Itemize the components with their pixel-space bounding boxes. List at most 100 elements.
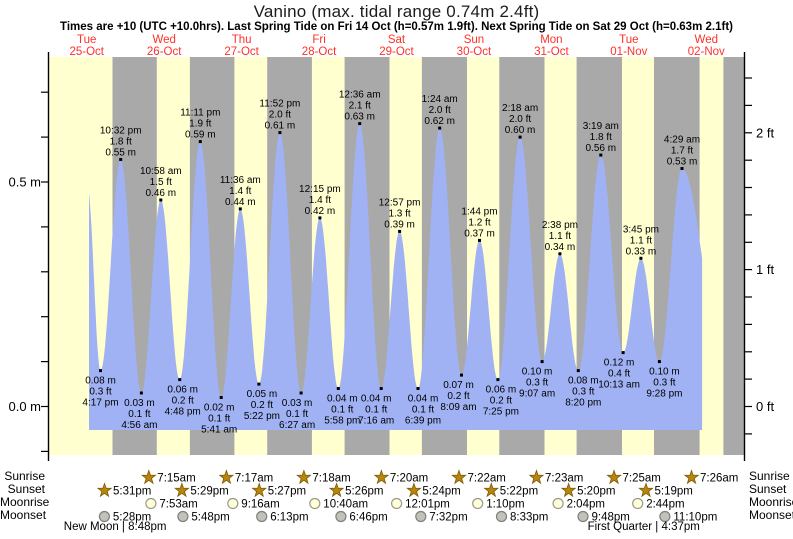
tide-annotation-line: 0.62 m <box>424 116 455 127</box>
tide-point <box>299 391 303 395</box>
moonrise-marker: 2:04pm <box>552 497 605 511</box>
tide-annotation-line: 1.8 ft <box>590 132 612 143</box>
sunrise-time: 7:22am <box>468 473 506 485</box>
tide-annotation-line: 0.37 m <box>464 228 495 239</box>
sunrise-time: 7:25am <box>623 473 661 485</box>
sunrise-marker: 7:18am <box>296 469 351 485</box>
moonset-row-label-right: Moonset <box>749 508 793 522</box>
tide-annotation-line: 2.0 ft <box>509 114 531 125</box>
tide-annotation-line: 1.1 ft <box>630 235 652 246</box>
tide-annotation-line: 0.12 m <box>604 358 635 369</box>
tide-annotation-line: 2.0 ft <box>269 110 291 121</box>
sunset-marker: 5:19pm <box>638 482 693 498</box>
tide-annotation-line: 12:36 am <box>339 90 381 101</box>
tide-annotation-line: 0.3 ft <box>89 387 111 398</box>
tide-annotation-line: 0.08 m <box>568 376 599 387</box>
day-label-date: 27-Oct <box>224 46 259 58</box>
tide-high-annotation: 10:58 am1.5 ft0.46 m <box>140 166 182 202</box>
tide-annotation-line: 0.44 m <box>225 197 256 208</box>
tide-annotation-line: 1:24 am <box>422 94 458 105</box>
day-label-date: 30-Oct <box>457 46 492 58</box>
tide-annotation-line: 0.03 m <box>282 398 313 409</box>
tide-high-annotation: 12:36 am2.1 ft0.63 m <box>339 90 381 126</box>
tide-annotation-line: 0.06 m <box>486 385 517 396</box>
moonrise-moon-icon <box>145 497 157 510</box>
sunrise-time: 7:18am <box>312 473 350 485</box>
tide-annotation-line: 4:56 am <box>121 420 157 431</box>
tide-annotation-line: 0.63 m <box>344 112 375 123</box>
tide-annotation-line: 0.3 ft <box>526 378 548 389</box>
moon-phase-label: First Quarter | 4:37pm <box>588 521 700 533</box>
day-label-date: 01-Nov <box>610 46 647 58</box>
tide-low-annotation: 0.06 m0.2 ft4:48 pm <box>165 378 201 418</box>
tide-annotation-line: 11:36 am <box>220 175 261 186</box>
moonset-time: 8:33pm <box>510 512 548 524</box>
moonset-moon-icon <box>577 510 589 523</box>
moonset-time: 5:48pm <box>191 512 229 524</box>
tide-point <box>318 216 322 220</box>
tide-annotation-line: 0.03 m <box>124 398 155 409</box>
tide-low-annotation: 0.02 m0.1 ft5:41 am <box>201 396 237 436</box>
moonrise-time: 10:40am <box>323 499 368 511</box>
sunset-star-icon <box>96 482 113 498</box>
tide-point <box>398 229 402 233</box>
day-label-dow: Tue <box>619 34 638 46</box>
tide-annotation-line: 0.04 m <box>361 394 392 405</box>
tide-point <box>558 252 562 256</box>
tide-annotation-line: 0.33 m <box>626 246 657 257</box>
tide-point <box>139 391 143 395</box>
tide-annotation-line: 0.2 ft <box>447 391 469 402</box>
day-label-date: 26-Oct <box>147 46 182 58</box>
tide-annotation-line: 0.08 m <box>85 376 116 387</box>
sunset-row-label-right: Sunset <box>749 482 787 496</box>
moonrise-marker: 7:53am <box>145 497 198 511</box>
y-axis-label-m: 0.5 m <box>8 175 41 190</box>
day-label-dow: Sat <box>388 34 406 46</box>
tide-annotation-line: 0.42 m <box>305 206 336 217</box>
sunset-marker: 5:27pm <box>251 482 306 498</box>
day-label-dow: Mon <box>540 34 562 46</box>
tide-low-annotation: 0.08 m0.3 ft4:17 pm <box>82 369 119 409</box>
sunrise-marker: 7:23am <box>528 469 583 485</box>
tide-low-annotation: 0.07 m0.2 ft8:09 am <box>440 373 477 413</box>
moonrise-time: 1:10pm <box>486 499 524 511</box>
tide-annotation-line: 10:58 am <box>140 166 182 177</box>
moonset-moon-icon <box>256 510 268 523</box>
day-label-dow: Wed <box>695 34 718 46</box>
tide-low-annotation: 0.10 m0.3 ft9:07 am <box>519 360 555 400</box>
moonrise-moon-icon <box>309 497 321 510</box>
moonset-time: 7:32pm <box>429 512 467 524</box>
tide-point <box>257 382 261 386</box>
tide-point <box>379 387 383 390</box>
tide-annotation-line: 12:57 pm <box>379 197 421 208</box>
sunset-marker: 5:22pm <box>483 482 538 498</box>
tide-high-annotation: 2:38 pm1.1 ft0.34 m <box>542 220 578 256</box>
tide-high-annotation: 1:44 pm1.2 ft0.37 m <box>461 206 498 242</box>
tide-high-annotation: 3:45 pm1.1 ft0.33 m <box>623 224 659 260</box>
tide-annotation-line: 0.56 m <box>586 143 617 154</box>
moonset-marker: 8:33pm <box>495 510 548 524</box>
sunset-marker: 5:20pm <box>560 482 615 498</box>
tide-annotation-line: 7:25 pm <box>483 407 519 418</box>
moonset-row-label-left: Moonset <box>0 508 47 522</box>
tide-point <box>460 373 463 377</box>
tide-annotation-line: 1.4 ft <box>229 186 251 197</box>
tide-annotation-line: 0.53 m <box>667 157 698 168</box>
tide-annotation-line: 0.04 m <box>327 394 358 405</box>
day-label-date: 31-Oct <box>534 46 569 58</box>
sunset-star-icon <box>483 482 500 498</box>
tide-annotation-line: 0.61 m <box>265 121 296 132</box>
moonset-moon-icon <box>659 510 671 523</box>
moon-phase-label: New Moon | 8:48pm <box>64 521 167 533</box>
tide-point <box>238 207 242 211</box>
tide-high-annotation: 12:57 pm1.3 ft0.39 m <box>379 197 421 233</box>
tide-annotation-line: 4:17 pm <box>82 398 118 409</box>
day-label-dow: Thu <box>232 34 252 46</box>
moonrise-marker: 10:40am <box>309 497 368 511</box>
tide-annotation-line: 10:13 am <box>598 380 640 391</box>
day-label-date: 02-Nov <box>688 46 725 58</box>
moonrise-row-label-left: Moonrise <box>0 495 50 509</box>
tide-low-annotation: 0.04 m0.1 ft7:16 am <box>358 387 394 427</box>
